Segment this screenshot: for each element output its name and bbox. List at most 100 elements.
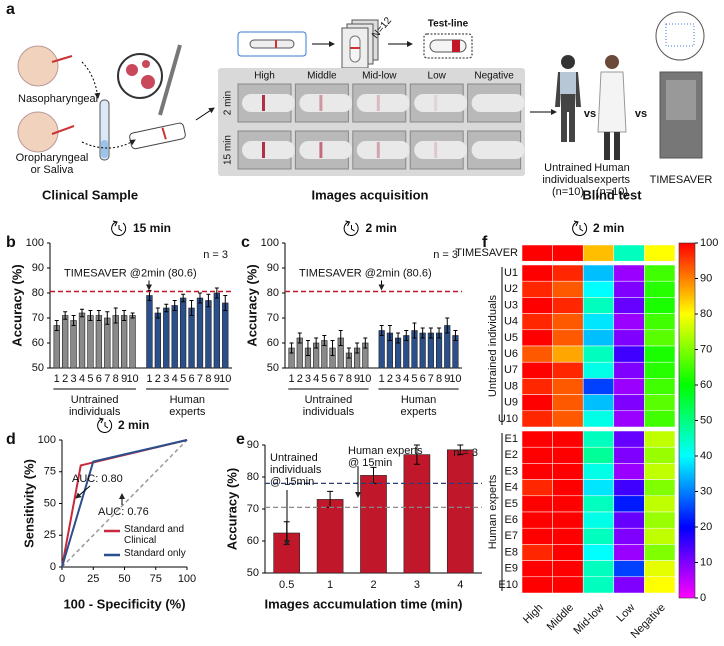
error-bar — [355, 342, 360, 354]
row-label: E5 — [505, 498, 518, 510]
column-label: Mid-low — [571, 602, 606, 637]
vs-label: vs — [635, 108, 647, 120]
x-tick-label: 1 — [146, 373, 152, 385]
error-bar — [437, 327, 442, 339]
test-line — [319, 95, 323, 111]
bar — [78, 312, 86, 369]
heatmap-cell — [582, 280, 615, 298]
bar — [70, 320, 77, 369]
chance-line — [61, 439, 188, 568]
x-tick-label: 9 — [444, 373, 450, 385]
row-label: E9 — [505, 563, 518, 575]
x-tick-label: 1 — [288, 373, 294, 385]
test-line-label: Test-line — [428, 19, 469, 30]
sample-site-label: or Saliva — [31, 164, 75, 176]
heatmap-cell — [582, 313, 615, 331]
test-line — [262, 142, 265, 158]
threshold-label: TIMESAVER @2min (80.6) — [64, 267, 197, 279]
heatmap-cell — [552, 329, 584, 347]
test-line — [319, 142, 323, 158]
heatmap-cell — [552, 511, 584, 529]
x-tick-label: 4 — [457, 579, 463, 591]
heatmap-cell — [521, 544, 553, 561]
x-tick-label: 1 — [327, 579, 333, 591]
error-bar — [172, 300, 177, 311]
y-tick-label: 50 — [247, 567, 259, 579]
x-tick-label: 9 — [214, 373, 220, 385]
heatmap-cell — [582, 463, 615, 480]
x-tick-label: 8 — [436, 373, 442, 385]
participant-label: Untrained — [544, 162, 592, 174]
y-tick-label: 70 — [32, 312, 44, 324]
heatmap-cell — [582, 297, 615, 314]
error-bar — [305, 340, 310, 356]
participant-label: TIMESAVER — [650, 174, 713, 186]
error-bar — [412, 322, 417, 339]
error-bar — [396, 332, 401, 344]
heatmap-cell — [613, 446, 645, 464]
colorbar-tick-label: 0 — [700, 592, 706, 604]
colorbar-tick-label: 50 — [700, 414, 712, 426]
x-tick-label: 6 — [329, 373, 335, 385]
heatmap-cell — [644, 527, 676, 545]
row-label: 15 min — [223, 135, 234, 165]
clock-icon — [118, 225, 123, 232]
heatmap-cell — [644, 297, 676, 314]
y-tick-label: 80 — [267, 287, 279, 299]
row-label: E8 — [505, 546, 518, 558]
heatmap-cell — [644, 511, 676, 529]
colorbar-tick-label: 60 — [700, 379, 712, 391]
colorbar-tick-label: 100 — [700, 237, 718, 249]
auc-label: AUC: 0.76 — [98, 506, 149, 518]
heatmap-cell — [613, 378, 645, 395]
heatmap-cell — [521, 297, 553, 314]
column-label: Low — [428, 71, 447, 82]
y-tick-label: 25 — [44, 529, 56, 541]
error-bar — [164, 303, 169, 313]
error-bar — [387, 325, 392, 341]
bar — [87, 315, 94, 369]
y-tick-label: 60 — [32, 337, 44, 349]
group-label: individuals — [69, 406, 121, 418]
test-strip — [471, 141, 525, 159]
row-label: E2 — [505, 449, 518, 461]
y-tick-label: 50 — [44, 497, 56, 509]
annotation: Untrained — [270, 452, 318, 464]
row-label: U8 — [504, 380, 518, 392]
auc-label: AUC: 0.80 — [72, 473, 123, 485]
heatmap-cell — [552, 264, 584, 282]
x-tick-label: 3 — [305, 373, 311, 385]
test-line — [434, 95, 438, 111]
heatmap-cell — [613, 511, 645, 529]
heatmap-cell — [521, 463, 553, 480]
heatmap-cell — [613, 576, 645, 594]
colorbar-tick-label: 10 — [700, 556, 712, 568]
x-tick-label: 4 — [313, 373, 319, 385]
x-axis-label: 100 - Specificity (%) — [63, 596, 185, 611]
y-tick-label: 90 — [247, 439, 259, 451]
row-label: 2 min — [223, 91, 234, 115]
y-tick-label: 70 — [247, 503, 259, 515]
x-tick-label: 5 — [411, 373, 417, 385]
x-tick-label: 4 — [403, 373, 409, 385]
x-tick-label: 10 — [359, 373, 371, 385]
heatmap-cell — [521, 345, 553, 363]
heatmap-cell — [582, 576, 615, 594]
heatmap-cell — [644, 394, 676, 412]
heatmap-cell — [521, 479, 553, 497]
x-tick-label: 25 — [87, 573, 99, 585]
x-tick-label: 7 — [338, 373, 344, 385]
clock-icon — [97, 418, 113, 433]
colorbar-tick-label: 90 — [700, 272, 712, 284]
heatmap-cell — [552, 479, 584, 497]
x-tick-label: 5 — [87, 373, 93, 385]
bar — [129, 315, 136, 369]
x-tick-label: 7 — [197, 373, 203, 385]
panel-letter: f — [482, 234, 488, 251]
x-tick-label: 6 — [188, 373, 194, 385]
error-bar — [453, 330, 458, 341]
heatmap-cell — [552, 495, 584, 513]
row-label: E4 — [505, 482, 518, 494]
heatmap-cell — [613, 527, 645, 545]
participant-label: (n=10) — [552, 186, 584, 198]
